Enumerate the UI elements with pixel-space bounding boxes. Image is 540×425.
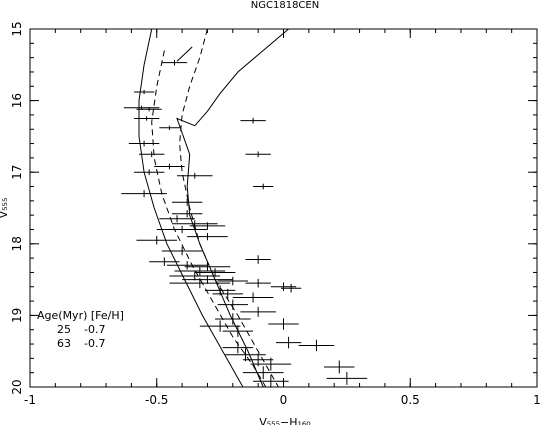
y-tick-label: 19 xyxy=(10,308,24,323)
data-point xyxy=(253,374,289,388)
x-tick-label: 1 xyxy=(533,393,540,407)
data-point xyxy=(161,246,203,256)
data-point xyxy=(324,360,355,374)
data-point xyxy=(136,235,178,245)
data-point xyxy=(222,341,254,354)
data-point xyxy=(128,140,160,147)
legend-feh-1: -0.7 xyxy=(84,323,105,336)
y-tick-label: 18 xyxy=(10,236,24,251)
data-point xyxy=(245,151,271,158)
x-tick-label: -1 xyxy=(24,393,36,407)
data-point xyxy=(298,339,335,352)
data-point xyxy=(270,282,297,292)
data-point xyxy=(166,260,208,270)
y-axis-label: V₅₅₅ xyxy=(0,198,10,219)
data-point xyxy=(240,117,266,124)
data-point xyxy=(156,225,208,234)
data-point xyxy=(171,210,203,218)
isochrone-1 xyxy=(138,28,244,388)
data-point xyxy=(253,183,274,190)
data-point xyxy=(182,275,233,284)
data-point xyxy=(222,325,254,337)
data-point xyxy=(242,366,284,380)
plot-marks xyxy=(121,28,368,388)
x-tick-label: -0.5 xyxy=(145,393,168,407)
data-point xyxy=(169,278,231,289)
data-point xyxy=(245,255,271,264)
data-point xyxy=(326,371,368,385)
isochrone-4 xyxy=(179,28,279,388)
data-point xyxy=(217,276,249,286)
data-point xyxy=(187,233,228,241)
isochrone-5 xyxy=(176,46,193,62)
data-point xyxy=(232,292,274,303)
data-point xyxy=(199,320,241,332)
legend-age-2: 63 xyxy=(57,337,71,350)
y-tick-label: 16 xyxy=(10,93,24,108)
data-point xyxy=(250,357,292,371)
data-point xyxy=(177,172,213,179)
data-point xyxy=(149,257,180,266)
chart-title: NGC1818CEN xyxy=(251,0,319,11)
data-point xyxy=(184,262,231,272)
axis-ticks: -1 -0.5 0 0.5 1 15 16 17 18 19 20 xyxy=(10,21,540,407)
data-point xyxy=(133,116,160,121)
data-point xyxy=(136,107,162,112)
y-tick-label: 20 xyxy=(10,379,24,394)
data-point xyxy=(169,271,221,281)
data-point xyxy=(194,268,236,277)
data-point xyxy=(212,288,243,299)
x-axis-label: V₅₅₅−H₁₆₀ xyxy=(259,416,311,425)
legend: Age(Myr) [Fe/H] 25 -0.7 63 -0.7 xyxy=(37,309,124,350)
data-point xyxy=(189,222,226,230)
y-tick-label: 17 xyxy=(10,165,24,180)
data-point xyxy=(154,163,185,170)
data-point xyxy=(174,266,226,276)
data-point xyxy=(217,299,249,310)
data-point xyxy=(275,336,302,349)
legend-age-1: 25 xyxy=(57,323,71,336)
plot-frame xyxy=(29,28,538,388)
isochrone-3 xyxy=(176,28,289,388)
legend-header: Age(Myr) [Fe/H] xyxy=(37,309,124,322)
data-point xyxy=(171,198,203,206)
x-tick-label: 0 xyxy=(280,393,288,407)
data-point xyxy=(139,151,165,158)
data-point xyxy=(161,59,188,66)
data-point xyxy=(133,169,165,176)
data-point xyxy=(133,89,155,95)
x-tick-label: 0.5 xyxy=(401,393,420,407)
data-point xyxy=(240,306,276,317)
data-point xyxy=(215,313,251,325)
data-point xyxy=(268,318,299,330)
data-point xyxy=(159,125,180,130)
data-point xyxy=(245,278,271,288)
legend-feh-2: -0.7 xyxy=(84,337,105,350)
y-tick-label: 15 xyxy=(10,21,24,36)
data-point xyxy=(121,190,167,198)
data-point xyxy=(159,215,195,223)
data-point xyxy=(225,348,266,362)
data-point xyxy=(280,283,302,293)
